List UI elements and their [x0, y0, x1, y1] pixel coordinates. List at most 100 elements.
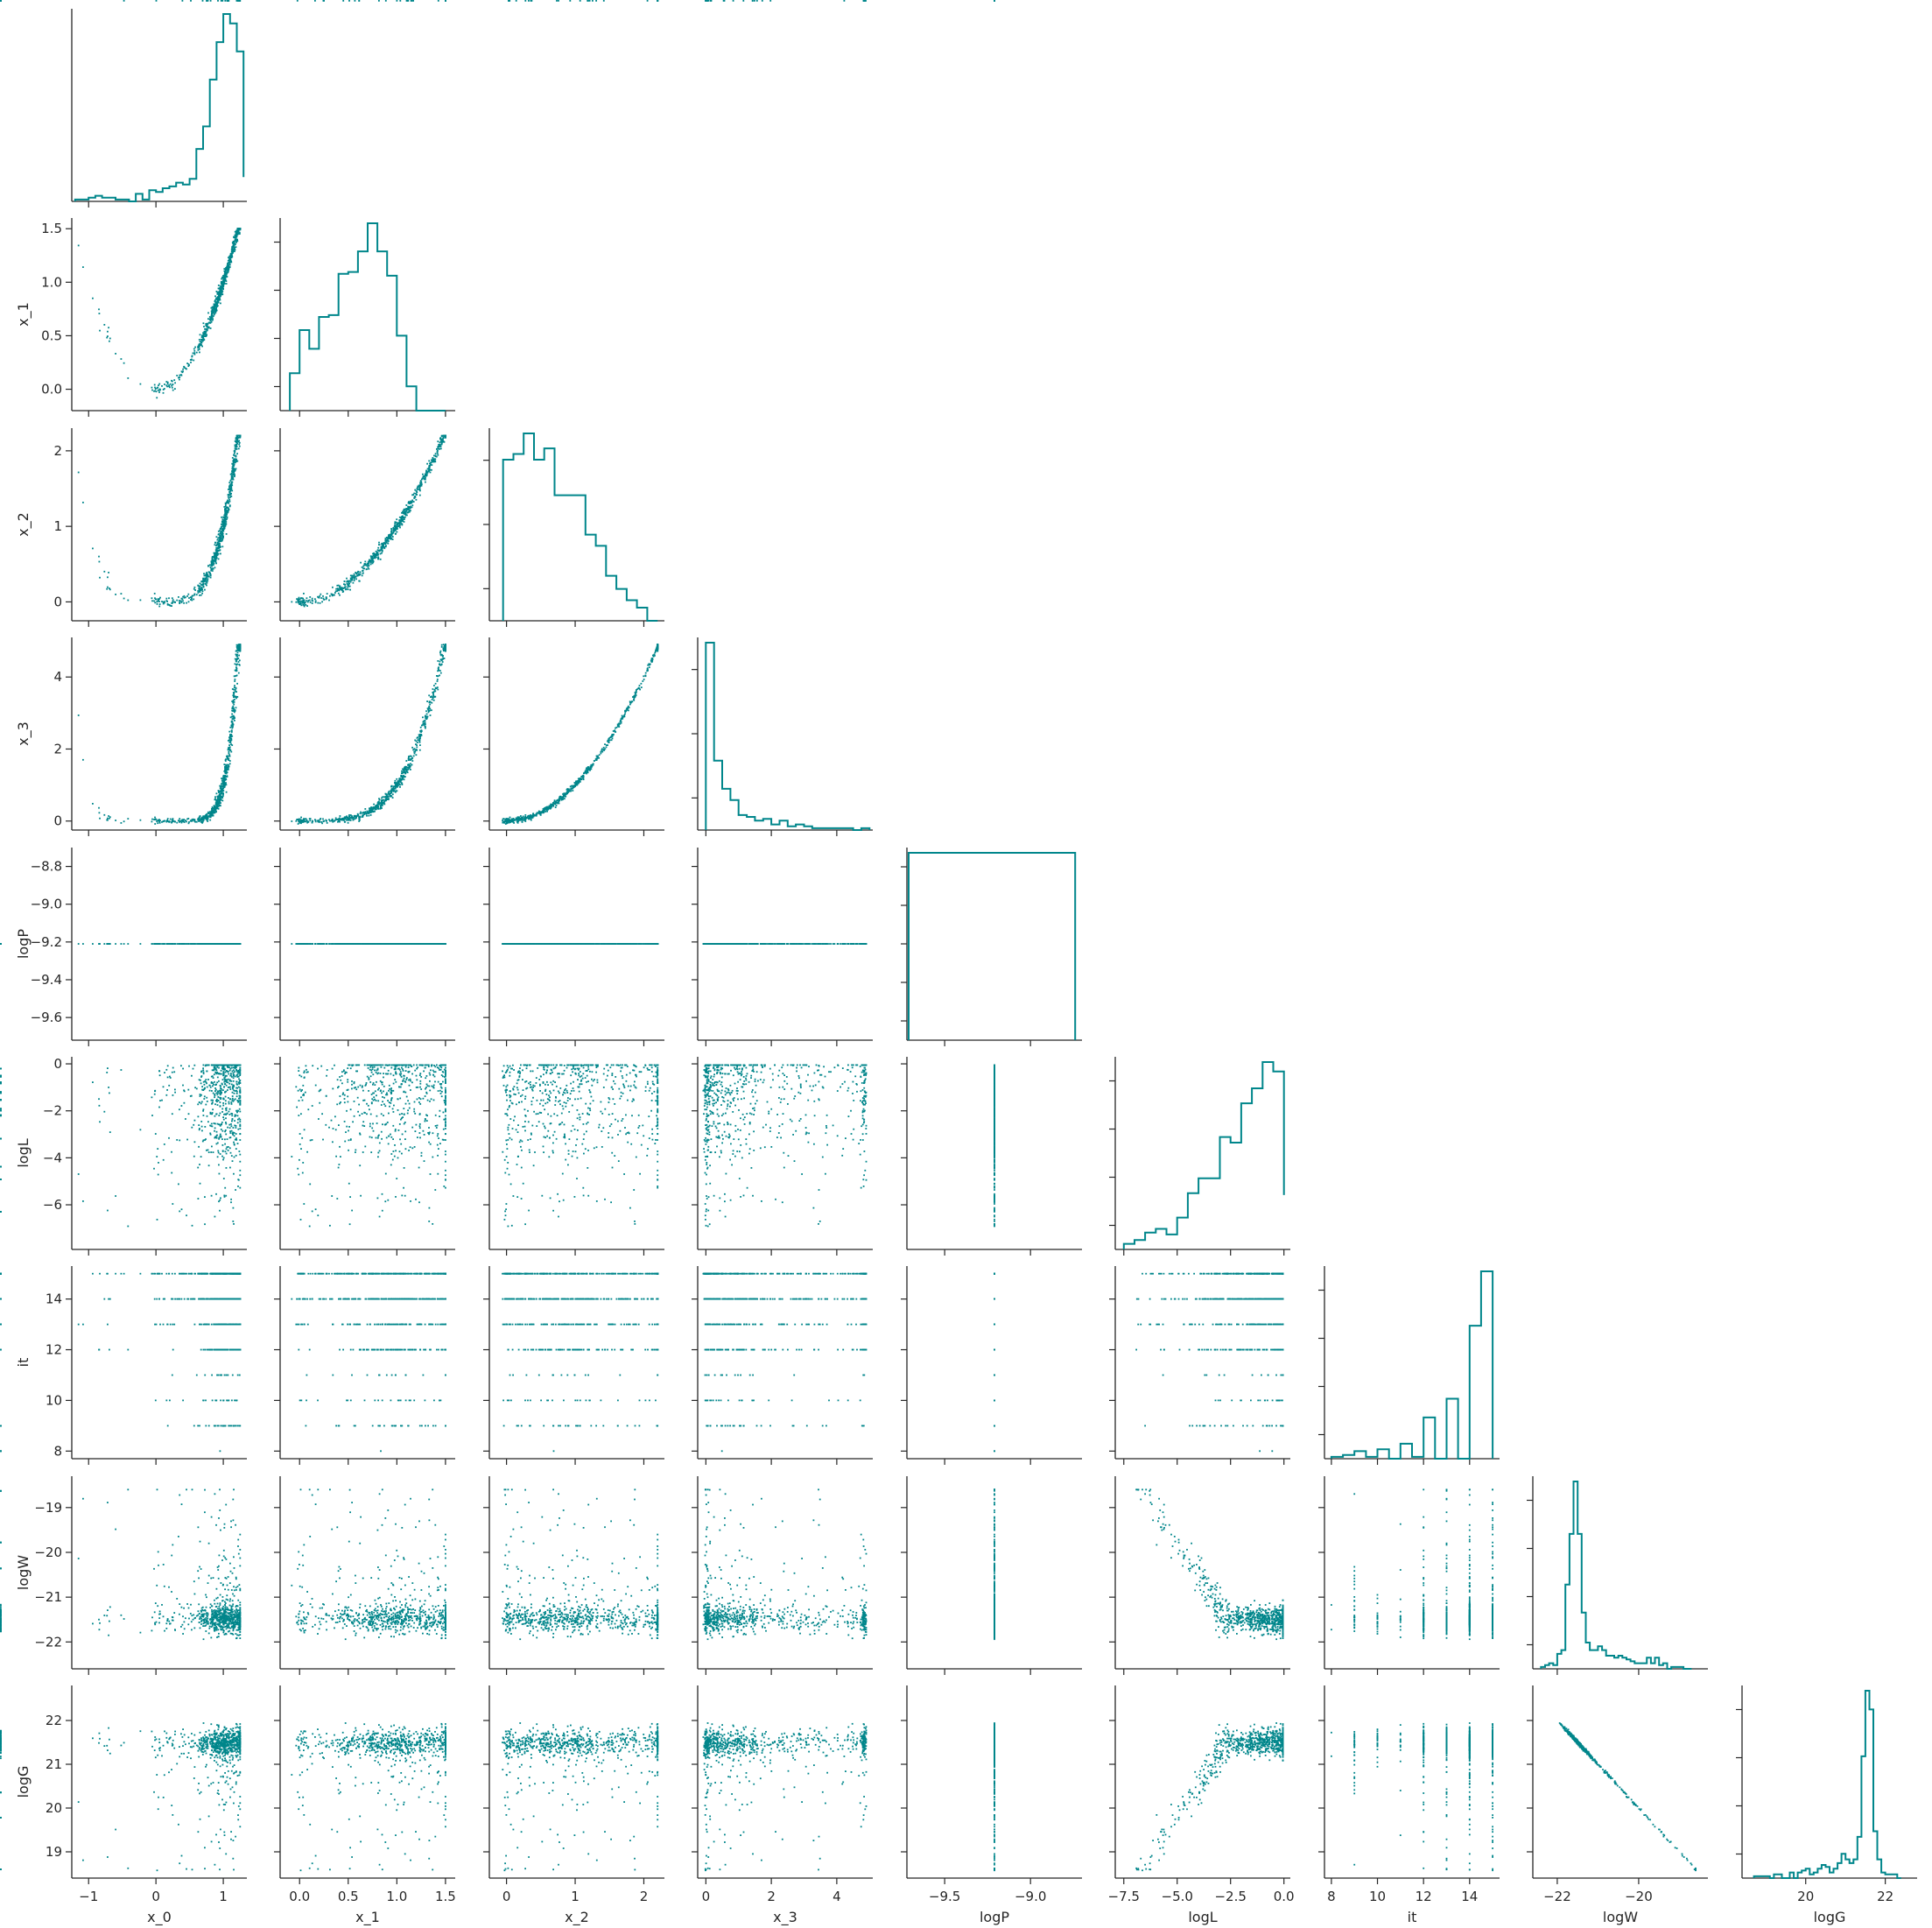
- scatter-point: [167, 382, 169, 383]
- scatter-point: [302, 604, 304, 606]
- scatter-point: [202, 590, 204, 592]
- scatter-point: [221, 293, 223, 295]
- scatter-point: [339, 818, 341, 820]
- scatter-point: [430, 696, 432, 698]
- scatter-point: [188, 363, 190, 365]
- scatter-point: [441, 644, 443, 646]
- scatter-point: [355, 578, 357, 580]
- scatter-point: [115, 820, 116, 821]
- scatter-point: [179, 379, 180, 381]
- scatter-point: [167, 604, 169, 606]
- scatter-point: [432, 692, 433, 693]
- scatter-point: [230, 496, 232, 497]
- scatter-point: [228, 749, 229, 751]
- scatter-point: [234, 450, 235, 452]
- scatter-point: [546, 811, 548, 813]
- scatter-point: [629, 704, 631, 706]
- scatter-point: [567, 790, 569, 792]
- scatter-point: [208, 327, 210, 329]
- scatter-point: [431, 469, 432, 471]
- scatter-point: [207, 313, 209, 314]
- scatter-point: [227, 771, 228, 773]
- scatter-point: [223, 779, 225, 781]
- scatter-point: [211, 568, 213, 570]
- scatter-point: [226, 283, 228, 285]
- scatter-point: [425, 715, 427, 717]
- scatter-point: [179, 600, 180, 602]
- scatter-point: [363, 568, 365, 570]
- scatter-point: [390, 790, 392, 792]
- scatter-point: [291, 602, 292, 603]
- scatter-point: [416, 491, 418, 493]
- scatter-point: [198, 349, 200, 351]
- scatter-point: [140, 383, 142, 385]
- scatter-point: [572, 788, 573, 790]
- scatter-point: [229, 738, 231, 740]
- scatter-point: [408, 758, 410, 760]
- scatter-point: [99, 577, 101, 579]
- scatter-point: [403, 770, 404, 772]
- scatter-point: [172, 820, 173, 821]
- scatter-point: [176, 375, 178, 376]
- scatter-point: [198, 592, 200, 594]
- scatter-point: [154, 593, 156, 595]
- scatter-point: [346, 815, 348, 817]
- scatter-point: [342, 819, 344, 820]
- scatter-point: [425, 726, 426, 728]
- panel-x_1-vs-x_0: 0.00.51.01.5x_1: [0, 0, 247, 417]
- scatter-point: [235, 660, 237, 662]
- scatter-point: [236, 239, 238, 241]
- scatter-point: [433, 455, 435, 457]
- scatter-point: [392, 538, 394, 540]
- scatter-point: [615, 731, 616, 733]
- scatter-point: [200, 581, 202, 582]
- scatter-point: [212, 307, 214, 309]
- scatter-point: [534, 815, 536, 817]
- scatter-point: [220, 532, 221, 534]
- scatter-point: [432, 459, 433, 461]
- scatter-point: [221, 535, 223, 537]
- scatter-point: [215, 302, 217, 304]
- scatter-point: [373, 561, 375, 563]
- scatter-point: [193, 353, 194, 355]
- scatter-point: [409, 766, 411, 768]
- scatter-point: [367, 566, 369, 567]
- scatter-point: [354, 819, 355, 820]
- scatter-point: [165, 598, 167, 600]
- scatter-point: [217, 542, 219, 544]
- scatter-point: [431, 709, 432, 711]
- scatter-point: [639, 689, 641, 691]
- scatter-point: [199, 590, 200, 592]
- scatter-point: [92, 548, 94, 550]
- scatter-point: [193, 819, 195, 820]
- scatter-point: [531, 816, 533, 818]
- scatter-point: [429, 710, 431, 712]
- scatter-point: [206, 334, 207, 336]
- y-tick-label: 1.5: [41, 221, 62, 236]
- scatter-point: [419, 744, 421, 746]
- scatter-point: [121, 593, 123, 595]
- scatter-point: [225, 503, 227, 504]
- scatter-point: [196, 821, 198, 823]
- scatter-point: [354, 578, 355, 580]
- scatter-point: [419, 738, 421, 740]
- scatter-point: [383, 802, 385, 804]
- scatter-point: [411, 760, 413, 762]
- scatter-point: [200, 334, 201, 335]
- scatter-point: [228, 747, 229, 749]
- scatter-point: [537, 812, 538, 813]
- scatter-point: [235, 679, 236, 680]
- scatter-point: [310, 818, 312, 820]
- scatter-point: [107, 587, 109, 588]
- scatter-point: [376, 806, 378, 808]
- scatter-point: [234, 680, 235, 682]
- scatter-point: [229, 264, 231, 266]
- scatter-point: [350, 820, 352, 821]
- scatter-point: [445, 435, 446, 437]
- scatter-point: [426, 471, 428, 473]
- scatter-point: [153, 601, 155, 602]
- scatter-point: [207, 812, 209, 813]
- scatter-point: [411, 757, 413, 759]
- scatter-point: [428, 461, 430, 462]
- scatter-point: [334, 592, 336, 594]
